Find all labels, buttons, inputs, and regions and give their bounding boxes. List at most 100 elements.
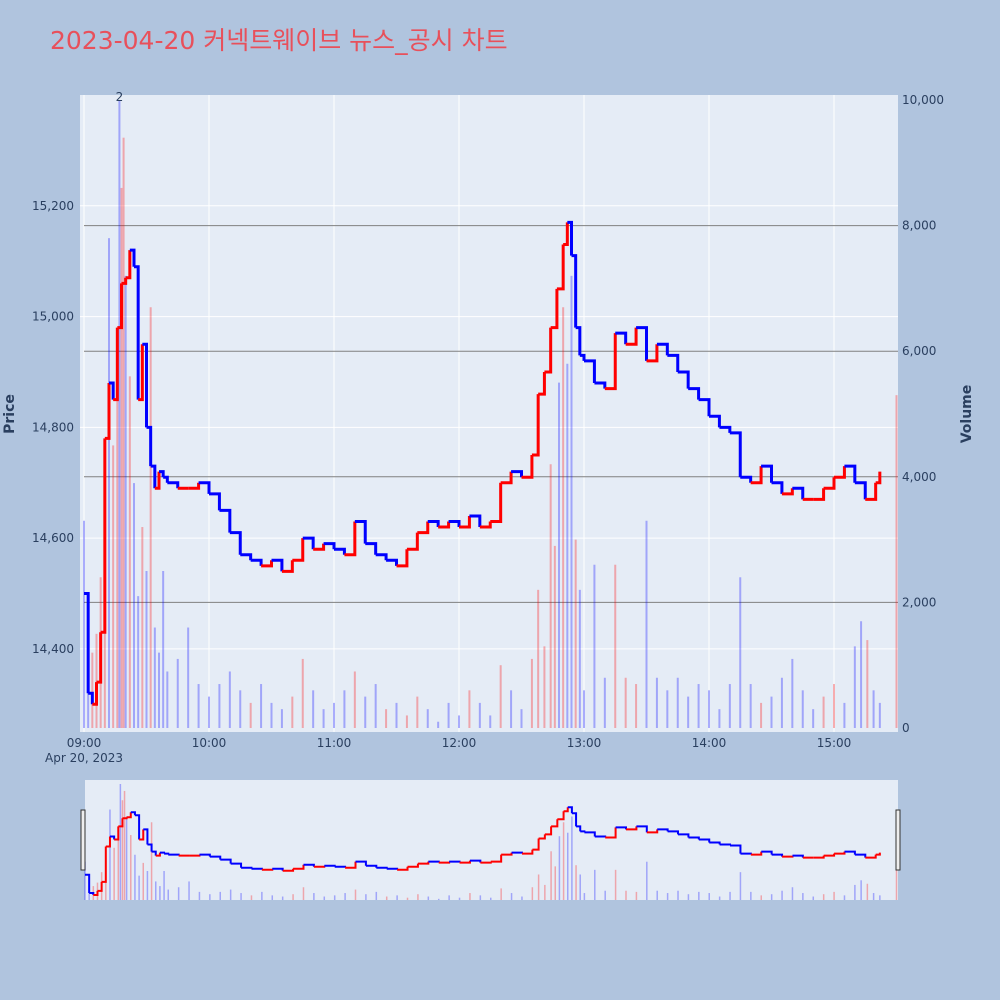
slider-price-segment xyxy=(438,861,451,864)
slider-volume-bar xyxy=(344,893,346,900)
slider-volume-bar xyxy=(550,851,552,900)
volume-bar xyxy=(128,376,131,728)
slider-price-segment xyxy=(345,861,357,869)
slider-price-segment xyxy=(282,868,295,872)
slider-volume-bar xyxy=(365,894,367,900)
price-segment xyxy=(584,359,596,384)
slider-price-segment xyxy=(459,860,471,864)
price-segment xyxy=(550,288,559,330)
slider-price-segment xyxy=(580,830,586,833)
slider-volume-bar xyxy=(113,847,115,900)
volume-bar xyxy=(260,684,263,728)
slider-volume-bar xyxy=(604,890,606,900)
price-segment xyxy=(92,682,98,706)
volume-bar xyxy=(333,702,335,728)
rangeslider-left-handle[interactable] xyxy=(80,809,86,871)
price-segment xyxy=(113,327,119,402)
slider-price-segment xyxy=(130,811,136,816)
price-segment xyxy=(375,553,388,561)
volume-bar xyxy=(553,545,556,728)
price-segment xyxy=(625,327,638,346)
slider-price-segment xyxy=(155,852,161,857)
price-segment xyxy=(567,220,573,256)
slider-volume-bar xyxy=(167,889,169,900)
volume-bar xyxy=(122,137,125,728)
slider-volume-bar xyxy=(739,872,742,900)
price-segment xyxy=(448,520,461,528)
slider-volume-bar xyxy=(760,895,763,900)
y-axis-title-volume: Volume xyxy=(959,385,975,444)
volume-bar xyxy=(405,715,408,728)
price-segment xyxy=(571,254,578,328)
slider-volume-bar xyxy=(718,896,721,900)
price-segment xyxy=(538,371,546,396)
volume-bar xyxy=(812,709,815,728)
volume-tick-label: 6,000 xyxy=(902,344,936,358)
volume-bar xyxy=(166,671,169,728)
price-segment xyxy=(844,464,857,483)
slider-volume-bar xyxy=(229,889,232,900)
slider-volume-bar xyxy=(729,891,731,900)
slider-volume-bar xyxy=(866,883,869,900)
price-segment xyxy=(531,394,540,457)
slider-price-segment xyxy=(209,855,222,860)
volume-bar xyxy=(145,571,148,728)
volume-bar xyxy=(728,684,731,728)
slider-price-segment xyxy=(313,865,326,868)
price-segment xyxy=(709,414,721,428)
slider-price-segment xyxy=(189,854,201,857)
slider-price-segment xyxy=(407,863,419,868)
rangeslider-right-handle[interactable] xyxy=(895,809,901,871)
volume-bar xyxy=(112,445,115,728)
volume-bar xyxy=(280,709,283,728)
slider-volume-bar xyxy=(198,891,201,900)
price-segment xyxy=(167,481,180,489)
rangeslider[interactable] xyxy=(85,780,898,900)
slider-price-segment xyxy=(584,831,596,837)
time-tick-label: 10:00 xyxy=(192,736,227,750)
price-segment xyxy=(104,383,111,440)
slider-volume-bar xyxy=(698,891,700,900)
slider-volume-bar xyxy=(313,893,315,900)
price-segment xyxy=(129,248,136,267)
volume-bar xyxy=(549,464,552,728)
price-segment xyxy=(323,542,336,550)
time-axis-ticks: 09:00 10:00 11:00 12:00 13:00 14:00 15:00 xyxy=(67,736,852,750)
volume-bar xyxy=(149,307,152,728)
volume-tick-label: 10,000 xyxy=(902,93,944,107)
slider-volume-bar xyxy=(271,895,274,900)
volume-bar xyxy=(478,702,481,728)
annotations: 2 xyxy=(116,90,124,104)
price-segment xyxy=(875,471,882,485)
volume-bar xyxy=(853,646,856,728)
volume-bar xyxy=(249,702,252,728)
volume-bar xyxy=(364,696,367,728)
slider-price-segment xyxy=(688,836,700,840)
slider-volume-bar xyxy=(188,881,190,900)
price-segment xyxy=(163,475,169,483)
slider-price-segment xyxy=(469,859,482,863)
slider-price-segment xyxy=(538,834,546,840)
slider-price-segment xyxy=(151,850,157,856)
price-tick-label: 14,800 xyxy=(32,420,74,434)
slider-volume-bar xyxy=(437,898,440,900)
price-segment xyxy=(146,425,153,467)
slider-price-segment xyxy=(159,851,166,854)
price-segment xyxy=(417,521,430,535)
slider-price-segment xyxy=(303,863,315,867)
volume-bar xyxy=(562,307,565,728)
volume-bar xyxy=(116,338,119,728)
slider-price-segment xyxy=(854,853,867,858)
price-segment xyxy=(159,470,165,478)
main-plot-area[interactable] xyxy=(80,95,898,732)
price-segment xyxy=(594,381,607,389)
price-segment xyxy=(579,353,586,361)
slider-volume-bar xyxy=(109,809,111,900)
price-segment xyxy=(604,333,617,391)
slider-price-segment xyxy=(109,835,116,840)
price-segment xyxy=(698,398,711,417)
price-segment xyxy=(563,222,569,247)
slider-volume-bar xyxy=(354,889,357,900)
slider-price-segment xyxy=(126,812,132,819)
